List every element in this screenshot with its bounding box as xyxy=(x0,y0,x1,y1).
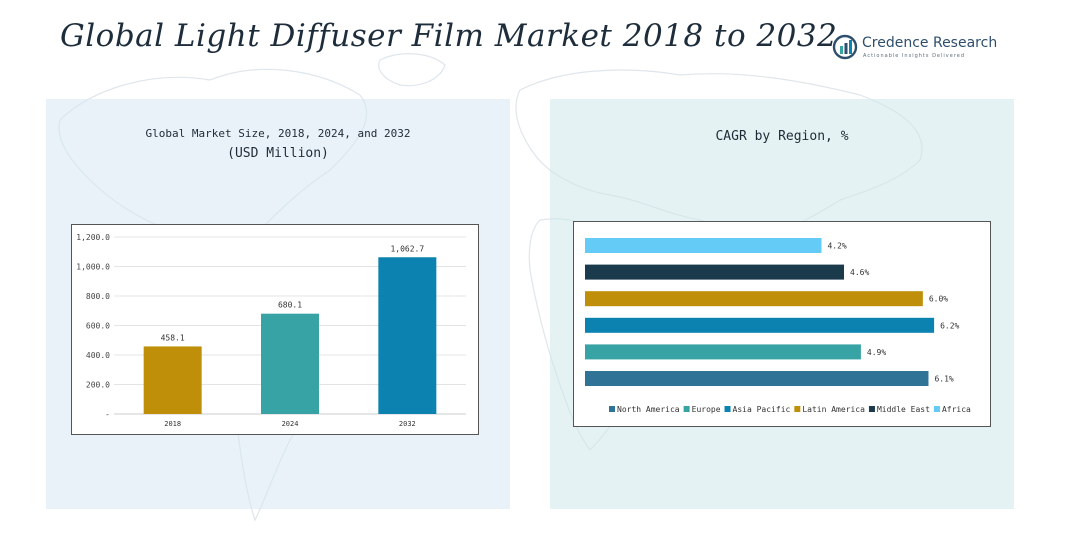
bar-value-label: 6.1% xyxy=(934,375,953,384)
legend-label: Latin America xyxy=(802,405,865,414)
bar-2032 xyxy=(378,257,437,414)
legend-swatch xyxy=(609,406,615,412)
market-size-chart: - 200.0 400.0 600.0 800.0 1,000.0 1,200.0 458.1… xyxy=(71,224,479,435)
brand-tagline: Actionable Insights Delivered xyxy=(863,53,966,59)
bar-value-label: 6.2% xyxy=(940,321,959,330)
legend-swatch xyxy=(683,406,690,412)
y-tick-label: 600.0 xyxy=(86,322,110,331)
legend-swatch xyxy=(724,406,731,412)
bar-latin-america xyxy=(585,291,923,307)
y-tick-label: 400.0 xyxy=(86,351,110,360)
legend-swatch xyxy=(868,406,875,412)
legend-label: North America xyxy=(617,405,680,414)
y-tick-label: 1,000.0 xyxy=(76,263,110,272)
cagr-bar-chart: 4.2% 4.6% 6.0% 6.2% 4.9% 6.1% North America Eur… xyxy=(585,238,971,414)
bar-2018 xyxy=(143,346,202,414)
bar-europe xyxy=(585,344,861,360)
bar-middle-east xyxy=(585,264,845,280)
market-size-panel: Global Market Size, 2018, 2024, and 2032… xyxy=(46,99,510,509)
page-title: Global Light Diffuser Film Market 2018 t… xyxy=(60,18,838,54)
bar-asia-pacific xyxy=(585,317,935,333)
brand-name: Credence Research xyxy=(862,35,998,51)
bar-value-label: 1,062.7 xyxy=(390,244,424,253)
market-size-chart-title: Global Market Size, 2018, 2024, and 2032 xyxy=(145,127,411,140)
legend-label: Africa xyxy=(942,405,971,414)
y-tick-label: 1,200.0 xyxy=(76,233,110,242)
cagr-chart-title: CAGR by Region, % xyxy=(715,129,849,144)
market-size-bar-chart: - 200.0 400.0 600.0 800.0 1,000.0 1,200.0 458.1… xyxy=(76,233,466,428)
bar-africa xyxy=(585,238,822,253)
y-tick-label: 200.0 xyxy=(86,381,110,390)
legend-swatch xyxy=(933,406,940,412)
cagr-chart: 4.2% 4.6% 6.0% 6.2% 4.9% 6.1% North America Eur… xyxy=(573,221,991,427)
bar-2024 xyxy=(261,313,319,414)
credence-logo-icon xyxy=(832,34,858,60)
y-tick-label: - xyxy=(105,410,110,419)
cagr-panel: CAGR by Region, % 4.2% 4.6% 6.0% 6.2% 4.9% 6.… xyxy=(550,99,1014,509)
legend-label: Middle East xyxy=(877,405,930,414)
x-tick-label: 2024 xyxy=(282,420,299,428)
bar-value-label: 4.2% xyxy=(827,242,846,251)
bar-value-label: 680.1 xyxy=(278,301,302,310)
bar-value-label: 4.9% xyxy=(867,348,886,357)
bar-north-america xyxy=(585,371,929,386)
brand-logo: Credence Research Actionable Insights De… xyxy=(832,34,1002,64)
legend-label: Asia Pacific xyxy=(733,405,791,414)
market-size-chart-units: (USD Million) xyxy=(227,146,329,161)
y-tick-label: 800.0 xyxy=(86,292,110,301)
x-tick-label: 2018 xyxy=(164,420,181,428)
legend-label: Europe xyxy=(692,405,721,414)
x-tick-label: 2032 xyxy=(399,420,416,428)
bar-value-label: 458.1 xyxy=(161,333,185,342)
bar-value-label: 6.0% xyxy=(929,295,948,304)
bar-value-label: 4.6% xyxy=(850,268,869,277)
legend-swatch xyxy=(794,406,801,412)
